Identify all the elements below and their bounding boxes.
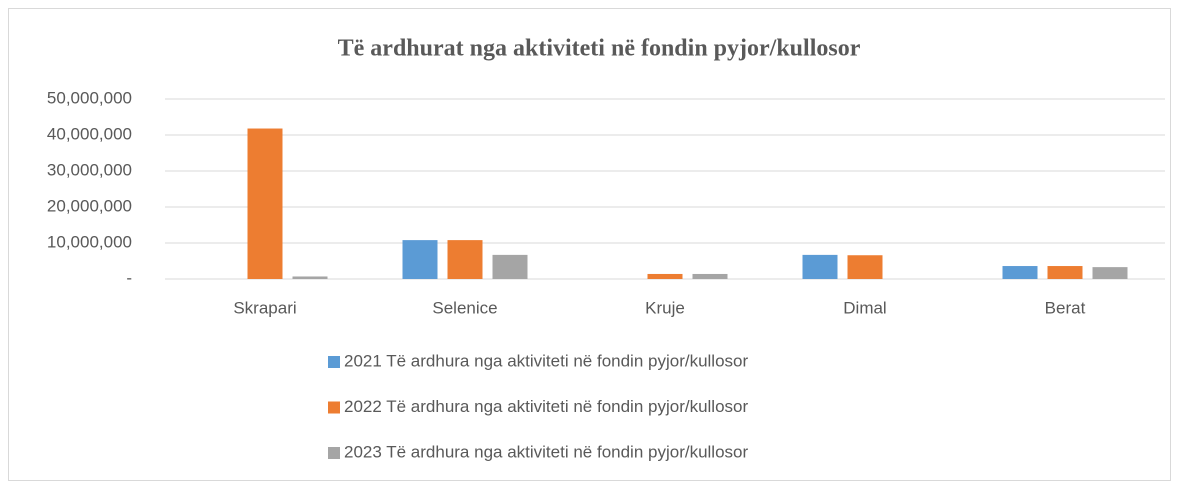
bar [247, 128, 283, 279]
bar [1092, 267, 1128, 279]
chart-border [8, 8, 1171, 481]
bar [1047, 266, 1083, 279]
x-tick-label: Selenice [432, 298, 497, 317]
legend-swatch [328, 447, 340, 459]
legend-label: 2023 Të ardhura nga aktiviteti në fondin… [344, 442, 748, 461]
chart-title: Të ardhurat nga aktiviteti në fondin pyj… [338, 36, 861, 62]
bar [447, 240, 483, 279]
legend-swatch [328, 356, 340, 368]
y-tick-label: 10,000,000 [47, 232, 132, 251]
y-tick-label: 50,000,000 [47, 88, 132, 107]
x-tick-label: Berat [1045, 298, 1086, 317]
legend-label: 2022 Të ardhura nga aktiviteti në fondin… [344, 397, 748, 416]
bar [292, 276, 328, 279]
legend-label: 2021 Të ardhura nga aktiviteti në fondin… [344, 351, 748, 370]
x-tick-label: Skrapari [233, 298, 296, 317]
bar [802, 254, 838, 279]
bar [1002, 266, 1038, 279]
bar [647, 273, 683, 279]
bar [492, 254, 528, 279]
bar [692, 273, 728, 279]
y-tick-label: 20,000,000 [47, 196, 132, 215]
bar [402, 240, 438, 279]
legend-swatch [328, 401, 340, 414]
x-tick-label: Kruje [645, 298, 685, 317]
y-tick-label: 30,000,000 [47, 160, 132, 179]
y-tick-label: - [126, 268, 132, 287]
x-tick-label: Dimal [843, 298, 886, 317]
bar [847, 255, 883, 279]
y-tick-label: 40,000,000 [47, 124, 132, 143]
